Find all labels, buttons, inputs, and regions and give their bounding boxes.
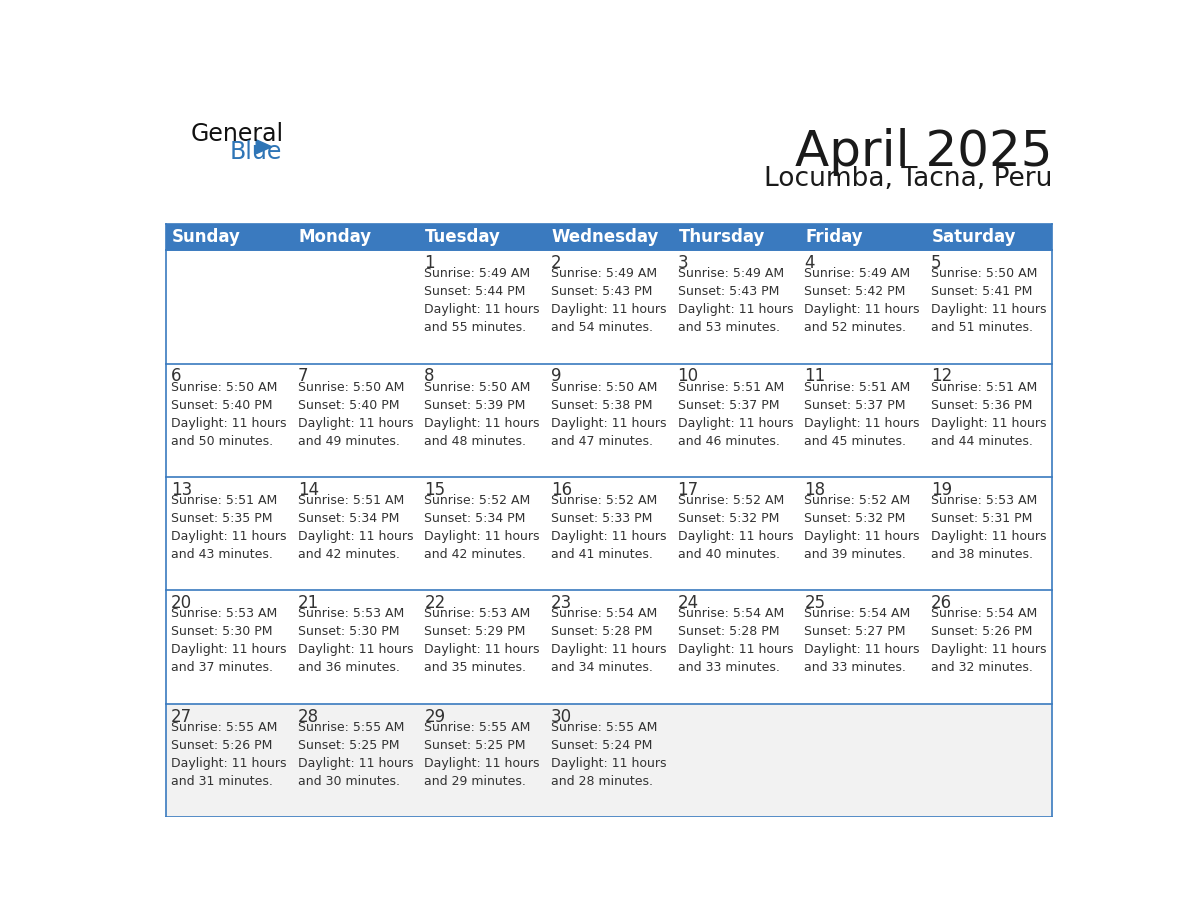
- Text: Sunrise: 5:51 AM
Sunset: 5:37 PM
Daylight: 11 hours
and 45 minutes.: Sunrise: 5:51 AM Sunset: 5:37 PM Dayligh…: [804, 381, 920, 448]
- Text: Blue: Blue: [229, 140, 283, 163]
- Text: Sunrise: 5:50 AM
Sunset: 5:40 PM
Daylight: 11 hours
and 50 minutes.: Sunrise: 5:50 AM Sunset: 5:40 PM Dayligh…: [171, 381, 286, 448]
- Text: Tuesday: Tuesday: [425, 229, 501, 246]
- Text: Sunrise: 5:53 AM
Sunset: 5:31 PM
Daylight: 11 hours
and 38 minutes.: Sunrise: 5:53 AM Sunset: 5:31 PM Dayligh…: [931, 494, 1047, 561]
- Text: 10: 10: [677, 367, 699, 386]
- Text: Sunday: Sunday: [172, 229, 241, 246]
- Text: Saturday: Saturday: [931, 229, 1016, 246]
- Text: Sunrise: 5:51 AM
Sunset: 5:35 PM
Daylight: 11 hours
and 43 minutes.: Sunrise: 5:51 AM Sunset: 5:35 PM Dayligh…: [171, 494, 286, 561]
- Text: Sunrise: 5:53 AM
Sunset: 5:30 PM
Daylight: 11 hours
and 36 minutes.: Sunrise: 5:53 AM Sunset: 5:30 PM Dayligh…: [298, 608, 413, 675]
- Text: Sunrise: 5:51 AM
Sunset: 5:34 PM
Daylight: 11 hours
and 42 minutes.: Sunrise: 5:51 AM Sunset: 5:34 PM Dayligh…: [298, 494, 413, 561]
- Text: 1: 1: [424, 254, 435, 272]
- Text: Sunrise: 5:51 AM
Sunset: 5:37 PM
Daylight: 11 hours
and 46 minutes.: Sunrise: 5:51 AM Sunset: 5:37 PM Dayligh…: [677, 381, 794, 448]
- Text: Sunrise: 5:52 AM
Sunset: 5:34 PM
Daylight: 11 hours
and 42 minutes.: Sunrise: 5:52 AM Sunset: 5:34 PM Dayligh…: [424, 494, 539, 561]
- Text: Sunrise: 5:54 AM
Sunset: 5:28 PM
Daylight: 11 hours
and 34 minutes.: Sunrise: 5:54 AM Sunset: 5:28 PM Dayligh…: [551, 608, 666, 675]
- Bar: [165, 704, 1053, 817]
- Text: Sunrise: 5:49 AM
Sunset: 5:43 PM
Daylight: 11 hours
and 54 minutes.: Sunrise: 5:49 AM Sunset: 5:43 PM Dayligh…: [551, 267, 666, 334]
- Text: Sunrise: 5:54 AM
Sunset: 5:28 PM
Daylight: 11 hours
and 33 minutes.: Sunrise: 5:54 AM Sunset: 5:28 PM Dayligh…: [677, 608, 794, 675]
- Text: 4: 4: [804, 254, 815, 272]
- Text: 8: 8: [424, 367, 435, 386]
- Text: 6: 6: [171, 367, 182, 386]
- Text: 13: 13: [171, 481, 192, 498]
- Text: Wednesday: Wednesday: [551, 229, 659, 246]
- Text: 20: 20: [171, 594, 192, 612]
- Text: 16: 16: [551, 481, 573, 498]
- Text: Sunrise: 5:53 AM
Sunset: 5:30 PM
Daylight: 11 hours
and 37 minutes.: Sunrise: 5:53 AM Sunset: 5:30 PM Dayligh…: [171, 608, 286, 675]
- Text: Sunrise: 5:50 AM
Sunset: 5:40 PM
Daylight: 11 hours
and 49 minutes.: Sunrise: 5:50 AM Sunset: 5:40 PM Dayligh…: [298, 381, 413, 448]
- Text: 12: 12: [931, 367, 952, 386]
- Text: Sunrise: 5:52 AM
Sunset: 5:32 PM
Daylight: 11 hours
and 40 minutes.: Sunrise: 5:52 AM Sunset: 5:32 PM Dayligh…: [677, 494, 794, 561]
- Text: 19: 19: [931, 481, 952, 498]
- Polygon shape: [257, 140, 272, 153]
- Text: 29: 29: [424, 708, 446, 725]
- Text: 14: 14: [298, 481, 318, 498]
- Bar: [165, 251, 1053, 364]
- Text: Sunrise: 5:51 AM
Sunset: 5:36 PM
Daylight: 11 hours
and 44 minutes.: Sunrise: 5:51 AM Sunset: 5:36 PM Dayligh…: [931, 381, 1047, 448]
- Text: Sunrise: 5:50 AM
Sunset: 5:38 PM
Daylight: 11 hours
and 47 minutes.: Sunrise: 5:50 AM Sunset: 5:38 PM Dayligh…: [551, 381, 666, 448]
- Text: 11: 11: [804, 367, 826, 386]
- Text: Sunrise: 5:53 AM
Sunset: 5:29 PM
Daylight: 11 hours
and 35 minutes.: Sunrise: 5:53 AM Sunset: 5:29 PM Dayligh…: [424, 608, 539, 675]
- Text: Sunrise: 5:50 AM
Sunset: 5:41 PM
Daylight: 11 hours
and 51 minutes.: Sunrise: 5:50 AM Sunset: 5:41 PM Dayligh…: [931, 267, 1047, 334]
- Text: Sunrise: 5:52 AM
Sunset: 5:33 PM
Daylight: 11 hours
and 41 minutes.: Sunrise: 5:52 AM Sunset: 5:33 PM Dayligh…: [551, 494, 666, 561]
- Text: Sunrise: 5:49 AM
Sunset: 5:43 PM
Daylight: 11 hours
and 53 minutes.: Sunrise: 5:49 AM Sunset: 5:43 PM Dayligh…: [677, 267, 794, 334]
- Text: 5: 5: [931, 254, 941, 272]
- Text: Sunrise: 5:54 AM
Sunset: 5:27 PM
Daylight: 11 hours
and 33 minutes.: Sunrise: 5:54 AM Sunset: 5:27 PM Dayligh…: [804, 608, 920, 675]
- Text: 18: 18: [804, 481, 826, 498]
- Bar: [165, 590, 1053, 704]
- Bar: [165, 477, 1053, 590]
- Text: Sunrise: 5:55 AM
Sunset: 5:25 PM
Daylight: 11 hours
and 29 minutes.: Sunrise: 5:55 AM Sunset: 5:25 PM Dayligh…: [424, 721, 539, 788]
- Text: Locumba, Tacna, Peru: Locumba, Tacna, Peru: [764, 166, 1053, 193]
- Text: 15: 15: [424, 481, 446, 498]
- Text: 24: 24: [677, 594, 699, 612]
- Text: 30: 30: [551, 708, 573, 725]
- Text: 3: 3: [677, 254, 688, 272]
- Text: Sunrise: 5:55 AM
Sunset: 5:24 PM
Daylight: 11 hours
and 28 minutes.: Sunrise: 5:55 AM Sunset: 5:24 PM Dayligh…: [551, 721, 666, 788]
- Text: General: General: [191, 122, 284, 146]
- Text: 25: 25: [804, 594, 826, 612]
- Text: Sunrise: 5:52 AM
Sunset: 5:32 PM
Daylight: 11 hours
and 39 minutes.: Sunrise: 5:52 AM Sunset: 5:32 PM Dayligh…: [804, 494, 920, 561]
- Bar: [165, 224, 1053, 251]
- Text: April 2025: April 2025: [795, 128, 1053, 176]
- Text: 26: 26: [931, 594, 952, 612]
- Text: 17: 17: [677, 481, 699, 498]
- Text: 28: 28: [298, 708, 318, 725]
- Text: Sunrise: 5:54 AM
Sunset: 5:26 PM
Daylight: 11 hours
and 32 minutes.: Sunrise: 5:54 AM Sunset: 5:26 PM Dayligh…: [931, 608, 1047, 675]
- Text: Sunrise: 5:50 AM
Sunset: 5:39 PM
Daylight: 11 hours
and 48 minutes.: Sunrise: 5:50 AM Sunset: 5:39 PM Dayligh…: [424, 381, 539, 448]
- Text: 9: 9: [551, 367, 562, 386]
- Text: 23: 23: [551, 594, 573, 612]
- Text: 22: 22: [424, 594, 446, 612]
- Text: Sunrise: 5:49 AM
Sunset: 5:44 PM
Daylight: 11 hours
and 55 minutes.: Sunrise: 5:49 AM Sunset: 5:44 PM Dayligh…: [424, 267, 539, 334]
- Bar: [165, 364, 1053, 477]
- Text: 2: 2: [551, 254, 562, 272]
- Text: Friday: Friday: [805, 229, 862, 246]
- Text: Thursday: Thursday: [678, 229, 765, 246]
- Text: Sunrise: 5:49 AM
Sunset: 5:42 PM
Daylight: 11 hours
and 52 minutes.: Sunrise: 5:49 AM Sunset: 5:42 PM Dayligh…: [804, 267, 920, 334]
- Text: 27: 27: [171, 708, 192, 725]
- Text: 21: 21: [298, 594, 318, 612]
- Text: Monday: Monday: [298, 229, 372, 246]
- Text: Sunrise: 5:55 AM
Sunset: 5:26 PM
Daylight: 11 hours
and 31 minutes.: Sunrise: 5:55 AM Sunset: 5:26 PM Dayligh…: [171, 721, 286, 788]
- Text: 7: 7: [298, 367, 308, 386]
- Text: Sunrise: 5:55 AM
Sunset: 5:25 PM
Daylight: 11 hours
and 30 minutes.: Sunrise: 5:55 AM Sunset: 5:25 PM Dayligh…: [298, 721, 413, 788]
